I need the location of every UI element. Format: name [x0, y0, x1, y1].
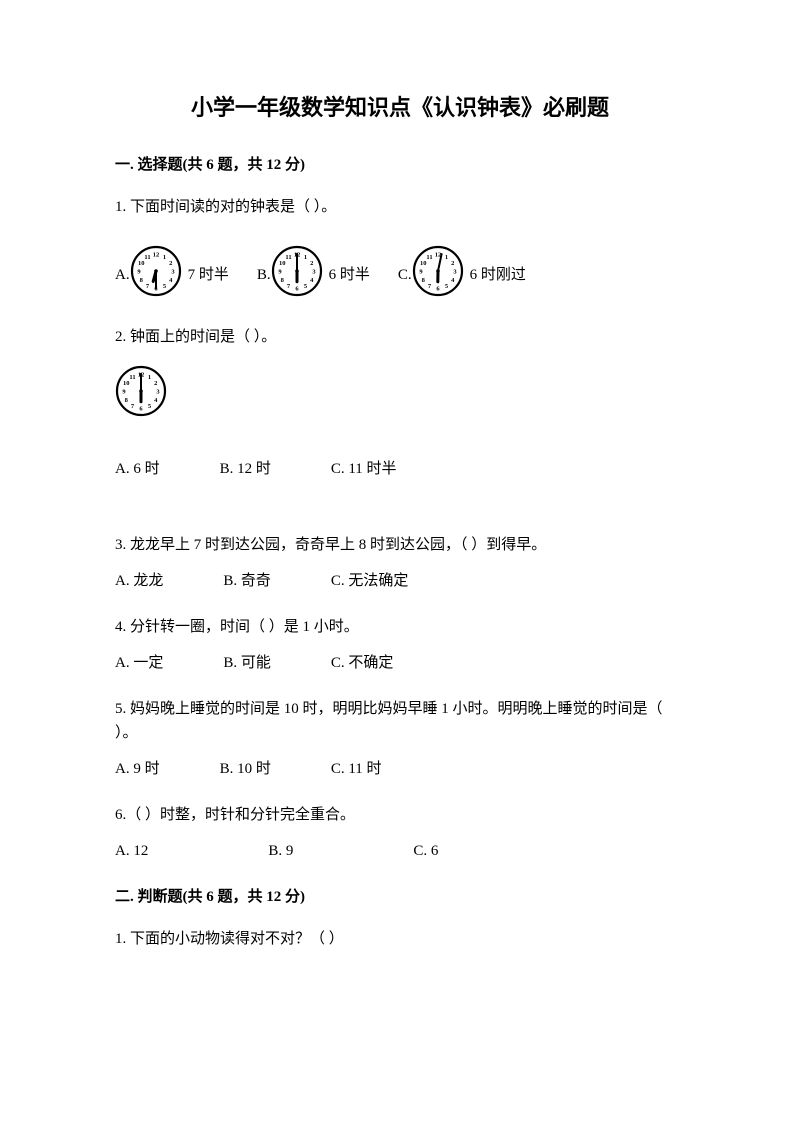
svg-text:10: 10 — [123, 380, 130, 387]
q1-option-c: C. 123456789101112 6 时刚过 — [398, 245, 526, 305]
q1-optA-label: A. — [115, 263, 130, 287]
q5-options: A. 9 时 B. 10 时 C. 11 时 — [115, 757, 685, 781]
q1-text: 1. 下面时间读的对的钟表是（ ）。 — [115, 195, 685, 219]
svg-text:11: 11 — [426, 254, 432, 261]
svg-text:11: 11 — [129, 374, 135, 381]
q6-optA: A. 12 — [115, 839, 148, 863]
q1-optC-label: C. — [398, 263, 412, 287]
section-1-header: 一. 选择题(共 6 题，共 12 分) — [115, 153, 685, 177]
clock-icon: 123456789101112 — [271, 245, 323, 305]
svg-text:2: 2 — [310, 260, 313, 267]
s2-q1-text: 1. 下面的小动物读得对不对？（ ） — [115, 927, 685, 951]
svg-text:11: 11 — [144, 254, 150, 261]
svg-text:2: 2 — [154, 380, 157, 387]
q6-optC: C. 6 — [413, 839, 438, 863]
q1-optA-text: 7 时半 — [188, 263, 229, 287]
question-3: 3. 龙龙早上 7 时到达公园，奇奇早上 8 时到达公园，（ ）到得早。 A. … — [115, 533, 685, 593]
q4-optA: A. 一定 — [115, 651, 163, 675]
question-1: 1. 下面时间读的对的钟表是（ ）。 A. 123456789101112 7 … — [115, 195, 685, 305]
q6-optB: B. 9 — [268, 839, 293, 863]
q3-text: 3. 龙龙早上 7 时到达公园，奇奇早上 8 时到达公园，（ ）到得早。 — [115, 533, 685, 557]
svg-text:1: 1 — [304, 254, 307, 261]
svg-text:1: 1 — [162, 254, 165, 261]
q1-option-b: B. 123456789101112 6 时半 — [257, 245, 370, 305]
svg-text:2: 2 — [451, 260, 454, 267]
q4-optC: C. 不确定 — [331, 651, 394, 675]
svg-text:10: 10 — [279, 260, 286, 267]
clock-icon: 123456789101112 — [412, 245, 464, 305]
q3-optA: A. 龙龙 — [115, 569, 163, 593]
clock-icon: 123456789101112 — [115, 365, 167, 425]
q5-optA: A. 9 时 — [115, 757, 160, 781]
section-2-header: 二. 判断题(共 6 题，共 12 分) — [115, 885, 685, 909]
q2-text: 2. 钟面上的时间是（ ）。 — [115, 325, 685, 349]
q3-optC: C. 无法确定 — [331, 569, 409, 593]
q1-optB-text: 6 时半 — [329, 263, 370, 287]
question-2: 2. 钟面上的时间是（ ）。 123456789101112 A. 6 时 B.… — [115, 325, 685, 481]
q6-options: A. 12 B. 9 C. 6 — [115, 839, 685, 863]
q2-optB: B. 12 时 — [220, 457, 271, 481]
q1-option-a: A. 123456789101112 7 时半 — [115, 245, 229, 305]
q5-optB: B. 10 时 — [220, 757, 271, 781]
q4-text: 4. 分针转一圈，时间（ ）是 1 小时。 — [115, 615, 685, 639]
svg-text:12: 12 — [152, 252, 159, 259]
section2-question-1: 1. 下面的小动物读得对不对？（ ） — [115, 927, 685, 951]
q3-optB: B. 奇奇 — [223, 569, 271, 593]
svg-text:10: 10 — [420, 260, 427, 267]
question-5: 5. 妈妈晚上睡觉的时间是 10 时，明明比妈妈早睡 1 小时。明明晚上睡觉的时… — [115, 697, 685, 781]
q2-optC: C. 11 时半 — [331, 457, 397, 481]
question-6: 6.（ ）时整，时针和分针完全重合。 A. 12 B. 9 C. 6 — [115, 803, 685, 863]
q1-options: A. 123456789101112 7 时半 B. 1234567891011… — [115, 245, 685, 305]
q2-optA: A. 6 时 — [115, 457, 160, 481]
svg-text:1: 1 — [445, 254, 448, 261]
q5-optC: C. 11 时 — [331, 757, 382, 781]
page-title: 小学一年级数学知识点《认识钟表》必刷题 — [115, 90, 685, 125]
q3-options: A. 龙龙 B. 奇奇 C. 无法确定 — [115, 569, 685, 593]
q2-options: A. 6 时 B. 12 时 C. 11 时半 — [115, 457, 685, 481]
clock-icon: 123456789101112 — [130, 245, 182, 305]
q5-text: 5. 妈妈晚上睡觉的时间是 10 时，明明比妈妈早睡 1 小时。明明晚上睡觉的时… — [115, 697, 685, 745]
q4-options: A. 一定 B. 可能 C. 不确定 — [115, 651, 685, 675]
svg-text:1: 1 — [148, 374, 151, 381]
svg-text:11: 11 — [285, 254, 291, 261]
q2-clock-row: 123456789101112 — [115, 365, 685, 425]
question-4: 4. 分针转一圈，时间（ ）是 1 小时。 A. 一定 B. 可能 C. 不确定 — [115, 615, 685, 675]
q1-optB-label: B. — [257, 263, 271, 287]
svg-text:2: 2 — [169, 260, 172, 267]
svg-text:10: 10 — [138, 260, 145, 267]
q4-optB: B. 可能 — [223, 651, 271, 675]
q1-optC-text: 6 时刚过 — [470, 263, 526, 287]
q6-text: 6.（ ）时整，时针和分针完全重合。 — [115, 803, 685, 827]
